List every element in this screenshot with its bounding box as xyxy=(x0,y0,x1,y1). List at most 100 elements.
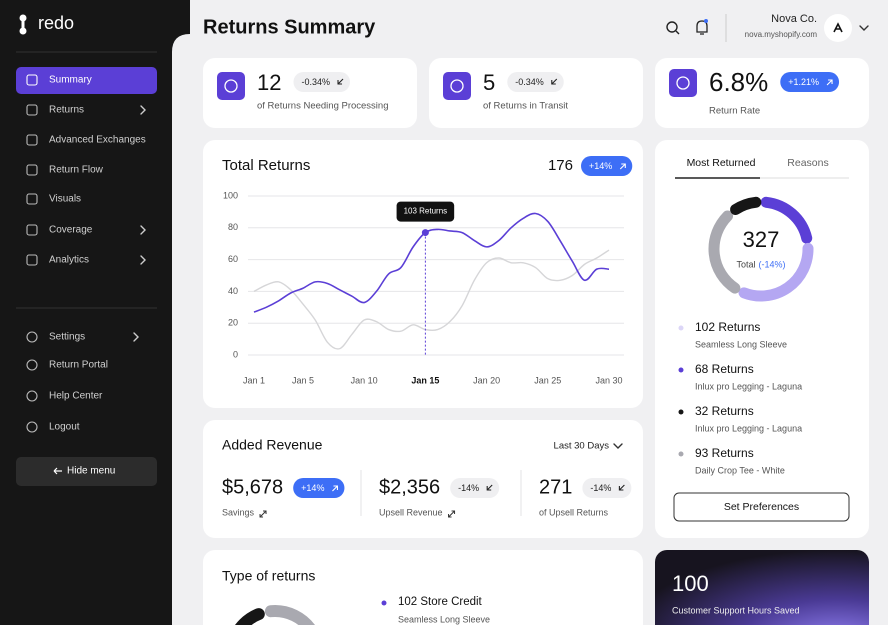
badge-text: +1.21% xyxy=(788,77,819,87)
legend-dot xyxy=(381,600,387,606)
tooltip-bg xyxy=(396,201,455,222)
nav-label: Help Center xyxy=(49,391,103,402)
arrow-icon xyxy=(618,484,625,491)
metric-value: $5,678 xyxy=(222,476,283,498)
period-select: Last 30 Days xyxy=(554,441,610,452)
nav-item[interactable]: Summary xyxy=(16,67,157,94)
x-tick-label: Jan 10 xyxy=(351,375,378,385)
nav-label: Return Flow xyxy=(49,165,104,176)
badge-text: -14% xyxy=(458,483,479,493)
card xyxy=(203,420,643,538)
y-tick-label: 100 xyxy=(223,190,238,200)
kpi-value: 5 xyxy=(483,70,495,95)
tab[interactable]: Most Returned xyxy=(687,157,756,169)
kpi-icon-glyph xyxy=(676,76,690,90)
account-domain: nova.myshopify.com xyxy=(745,30,818,39)
nav-label: Visuals xyxy=(49,194,81,205)
logo-icon xyxy=(21,18,25,31)
preferences-button[interactable]: Set Preferences xyxy=(673,492,850,522)
badge-bg xyxy=(582,478,632,498)
nav-icon xyxy=(26,74,38,86)
legend-dot xyxy=(678,409,684,415)
y-tick-label: 60 xyxy=(228,254,238,264)
legend-dot xyxy=(678,451,684,457)
nav-label: Coverage xyxy=(49,225,93,236)
nav-item[interactable]: Analytics xyxy=(26,254,89,266)
badge-text: +14% xyxy=(589,161,612,171)
y-tick-label: 80 xyxy=(228,222,238,232)
x-tick-label: Jan 25 xyxy=(534,375,561,385)
notification-dot xyxy=(704,19,708,23)
y-tick-label: 40 xyxy=(228,286,238,296)
badge-bg xyxy=(780,72,840,92)
badge-text: -0.34% xyxy=(301,77,330,87)
nav-icon xyxy=(26,224,38,236)
item-subtitle: Seamless Long Sleeve xyxy=(398,614,490,624)
metric-label: Upsell Revenue xyxy=(379,507,443,517)
hide-menu-button[interactable]: Hide menu xyxy=(16,457,157,486)
arrow-icon xyxy=(53,467,62,475)
arrow-icon xyxy=(486,484,493,491)
nav-item[interactable]: Visuals xyxy=(26,193,81,205)
tooltip-text: 103 Returns xyxy=(404,207,448,216)
donut-segment xyxy=(708,210,741,294)
kpi-value: 6.8% xyxy=(709,67,768,97)
arrow-icon xyxy=(826,79,833,86)
badge-bg xyxy=(293,72,351,92)
nav-label: Advanced Exchanges xyxy=(49,135,146,146)
card-title: Type of returns xyxy=(222,568,315,584)
donut-segment xyxy=(264,605,315,625)
nav-item[interactable]: Return Portal xyxy=(26,359,108,371)
nav-item[interactable]: Returns xyxy=(26,104,84,116)
card xyxy=(655,140,869,538)
total-value: 176 xyxy=(548,157,573,174)
badge-bg xyxy=(581,156,633,176)
nav-label: Summary xyxy=(49,75,92,86)
chevron-icon xyxy=(140,105,146,115)
nav-label: Logout xyxy=(49,422,80,433)
metric-label: of Upsell Returns xyxy=(539,507,609,517)
change-badge: -14% xyxy=(450,478,500,498)
metric-label: Savings xyxy=(222,507,255,517)
chevron-icon xyxy=(613,443,623,449)
x-tick-label: Jan 15 xyxy=(411,375,439,385)
badge-text: -14% xyxy=(590,483,611,493)
donut-total-change: (-14%) xyxy=(759,259,786,269)
donut-segment xyxy=(235,608,265,625)
kpi-label: of Returns in Transit xyxy=(483,101,568,112)
tab[interactable]: Reasons xyxy=(787,157,828,169)
item-subtitle: Inlux pro Legging - Laguna xyxy=(695,381,802,391)
item-title: 102 Store Credit xyxy=(398,596,483,608)
nav-label: Returns xyxy=(49,105,84,116)
nav-item[interactable]: Coverage xyxy=(26,224,93,236)
kpi-icon xyxy=(669,69,697,97)
y-tick-label: 20 xyxy=(228,318,238,328)
button-bg xyxy=(16,457,157,486)
nav-item[interactable]: Advanced Exchanges xyxy=(26,134,146,146)
card xyxy=(429,58,643,128)
card xyxy=(655,550,869,625)
change-badge: -14% xyxy=(582,478,632,498)
legend-dot xyxy=(678,367,684,373)
card-title: Total Returns xyxy=(222,157,310,174)
line-series xyxy=(253,249,610,350)
nav-label: Analytics xyxy=(49,255,89,266)
support-label: Customer Support Hours Saved xyxy=(672,605,800,615)
nav-item[interactable]: Return Flow xyxy=(26,164,104,176)
change-badge: +14% xyxy=(581,156,633,176)
nav-item[interactable]: Settings xyxy=(26,331,85,343)
bell-icon[interactable] xyxy=(696,20,708,35)
search-icon[interactable] xyxy=(666,21,678,33)
donut-segment xyxy=(730,196,762,215)
badge-bg xyxy=(450,478,500,498)
nav-item[interactable]: Logout xyxy=(26,421,80,433)
nav-item[interactable]: Help Center xyxy=(26,390,103,402)
avatar[interactable] xyxy=(824,14,852,42)
arrow-icon xyxy=(332,485,339,492)
item-title: 102 Returns xyxy=(695,320,760,334)
chevron-icon xyxy=(859,25,869,31)
nav-icon xyxy=(26,254,38,266)
change-badge: +14% xyxy=(293,478,345,498)
sidebar-corner xyxy=(172,0,190,52)
